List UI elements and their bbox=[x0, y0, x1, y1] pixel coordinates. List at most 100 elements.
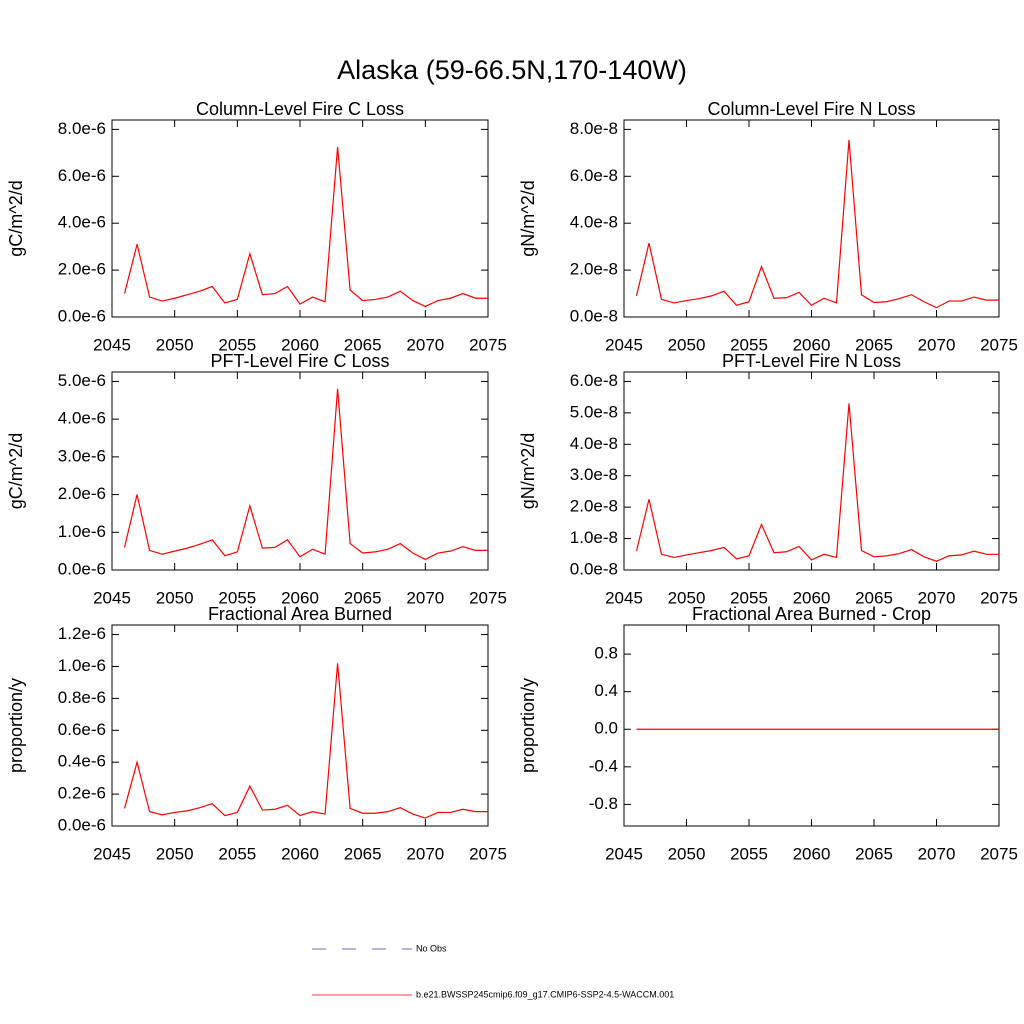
y-tick-label: 5.0e-6 bbox=[58, 371, 106, 390]
x-tick-label: 2055 bbox=[730, 588, 768, 607]
y-tick-label: 8.0e-8 bbox=[570, 119, 618, 138]
y-tick-label: 0.0e-8 bbox=[570, 559, 618, 578]
x-tick-label: 2055 bbox=[218, 588, 256, 607]
x-tick-label: 2075 bbox=[469, 335, 507, 354]
y-axis-label: gC/m^2/d bbox=[6, 180, 26, 256]
panel-title: Column-Level Fire N Loss bbox=[707, 99, 915, 119]
x-tick-label: 2050 bbox=[668, 844, 706, 863]
y-tick-label: 3.0e-8 bbox=[570, 465, 618, 484]
x-tick-label: 2075 bbox=[980, 588, 1018, 607]
y-tick-label: 0.0e-8 bbox=[570, 306, 618, 325]
x-tick-label: 2045 bbox=[605, 335, 643, 354]
x-tick-label: 2075 bbox=[980, 335, 1018, 354]
x-tick-label: 2075 bbox=[469, 844, 507, 863]
x-tick-label: 2055 bbox=[218, 335, 256, 354]
x-tick-label: 2070 bbox=[406, 588, 444, 607]
y-tick-label: 3.0e-6 bbox=[58, 446, 106, 465]
figure-title: Alaska (59-66.5N,170-140W) bbox=[337, 55, 687, 85]
y-tick-label: 4.0e-8 bbox=[570, 434, 618, 453]
y-tick-label: 5.0e-8 bbox=[570, 402, 618, 421]
y-axis-label: gN/m^2/d bbox=[518, 180, 538, 256]
panel-title: Column-Level Fire C Loss bbox=[196, 99, 404, 119]
x-tick-label: 2050 bbox=[156, 335, 194, 354]
x-tick-label: 2060 bbox=[793, 844, 831, 863]
y-tick-label: 2.0e-6 bbox=[58, 260, 106, 279]
panel-title: Fractional Area Burned bbox=[208, 604, 392, 624]
y-tick-label: 0.0e-6 bbox=[58, 306, 106, 325]
x-tick-label: 2045 bbox=[93, 844, 131, 863]
x-tick-label: 2070 bbox=[918, 588, 956, 607]
x-tick-label: 2075 bbox=[469, 588, 507, 607]
y-tick-label: 6.0e-6 bbox=[58, 166, 106, 185]
x-tick-label: 2050 bbox=[156, 588, 194, 607]
plot-frame bbox=[111, 371, 489, 571]
x-tick-label: 2060 bbox=[281, 844, 319, 863]
x-tick-label: 2050 bbox=[668, 335, 706, 354]
x-tick-label: 2045 bbox=[605, 844, 643, 863]
y-tick-label: 1.0e-6 bbox=[58, 656, 106, 675]
y-axis-label: gN/m^2/d bbox=[518, 433, 538, 509]
legend-label: b.e21.BWSSP245cmip6.f09_g17.CMIP6-SSP2-4… bbox=[416, 989, 674, 999]
x-tick-label: 2065 bbox=[855, 844, 893, 863]
panel-title: Fractional Area Burned - Crop bbox=[692, 604, 931, 624]
x-tick-label: 2050 bbox=[156, 844, 194, 863]
y-tick-label: 6.0e-8 bbox=[570, 371, 618, 390]
y-tick-label: 0.0e-6 bbox=[58, 559, 106, 578]
x-tick-label: 2055 bbox=[730, 335, 768, 354]
y-axis-label: gC/m^2/d bbox=[6, 433, 26, 509]
y-tick-label: 0.4 bbox=[594, 681, 618, 700]
y-tick-label: 4.0e-6 bbox=[58, 409, 106, 428]
x-tick-label: 2060 bbox=[281, 335, 319, 354]
x-tick-label: 2065 bbox=[344, 335, 382, 354]
y-tick-label: 1.0e-6 bbox=[58, 522, 106, 541]
x-tick-label: 2055 bbox=[218, 844, 256, 863]
y-tick-label: 8.0e-6 bbox=[58, 119, 106, 138]
y-tick-label: 1.0e-8 bbox=[570, 528, 618, 547]
plot-frame bbox=[111, 119, 489, 318]
x-tick-label: 2045 bbox=[605, 588, 643, 607]
x-tick-label: 2065 bbox=[344, 588, 382, 607]
x-tick-label: 2070 bbox=[406, 844, 444, 863]
y-tick-label: 0.0e-6 bbox=[58, 815, 106, 834]
x-tick-label: 2045 bbox=[93, 335, 131, 354]
plot-frame bbox=[623, 371, 1000, 571]
y-tick-label: -0.4 bbox=[589, 756, 618, 775]
y-tick-label: 1.2e-6 bbox=[58, 624, 106, 643]
x-tick-label: 2060 bbox=[281, 588, 319, 607]
data-line bbox=[123, 146, 488, 308]
x-tick-label: 2065 bbox=[855, 335, 893, 354]
x-tick-label: 2065 bbox=[344, 844, 382, 863]
legend-label: No Obs bbox=[416, 943, 447, 953]
plot-frame bbox=[623, 624, 1000, 827]
y-tick-label: 2.0e-6 bbox=[58, 484, 106, 503]
y-tick-label: 4.0e-6 bbox=[58, 213, 106, 232]
plot-frame bbox=[623, 119, 1000, 318]
x-tick-label: 2050 bbox=[668, 588, 706, 607]
x-tick-label: 2070 bbox=[406, 335, 444, 354]
panel-title: PFT-Level Fire N Loss bbox=[722, 351, 901, 371]
y-tick-label: 0.4e-6 bbox=[58, 752, 106, 771]
data-line bbox=[635, 139, 999, 309]
plot-frame bbox=[111, 624, 489, 827]
data-line bbox=[635, 403, 999, 562]
y-tick-label: 0.8e-6 bbox=[58, 688, 106, 707]
y-tick-label: 0.6e-6 bbox=[58, 720, 106, 739]
data-line bbox=[123, 388, 488, 561]
x-tick-label: 2060 bbox=[793, 588, 831, 607]
y-axis-label: proportion/y bbox=[518, 678, 538, 773]
x-tick-label: 2075 bbox=[980, 844, 1018, 863]
y-tick-label: 2.0e-8 bbox=[570, 260, 618, 279]
y-tick-label: 4.0e-8 bbox=[570, 213, 618, 232]
x-tick-label: 2055 bbox=[730, 844, 768, 863]
y-tick-label: -0.8 bbox=[589, 794, 618, 813]
y-tick-label: 0.2e-6 bbox=[58, 784, 106, 803]
y-tick-label: 0.8 bbox=[594, 644, 618, 663]
y-tick-label: 6.0e-8 bbox=[570, 166, 618, 185]
x-tick-label: 2060 bbox=[793, 335, 831, 354]
x-tick-label: 2070 bbox=[918, 335, 956, 354]
x-tick-label: 2065 bbox=[855, 588, 893, 607]
y-tick-label: 2.0e-8 bbox=[570, 497, 618, 516]
x-tick-label: 2070 bbox=[918, 844, 956, 863]
